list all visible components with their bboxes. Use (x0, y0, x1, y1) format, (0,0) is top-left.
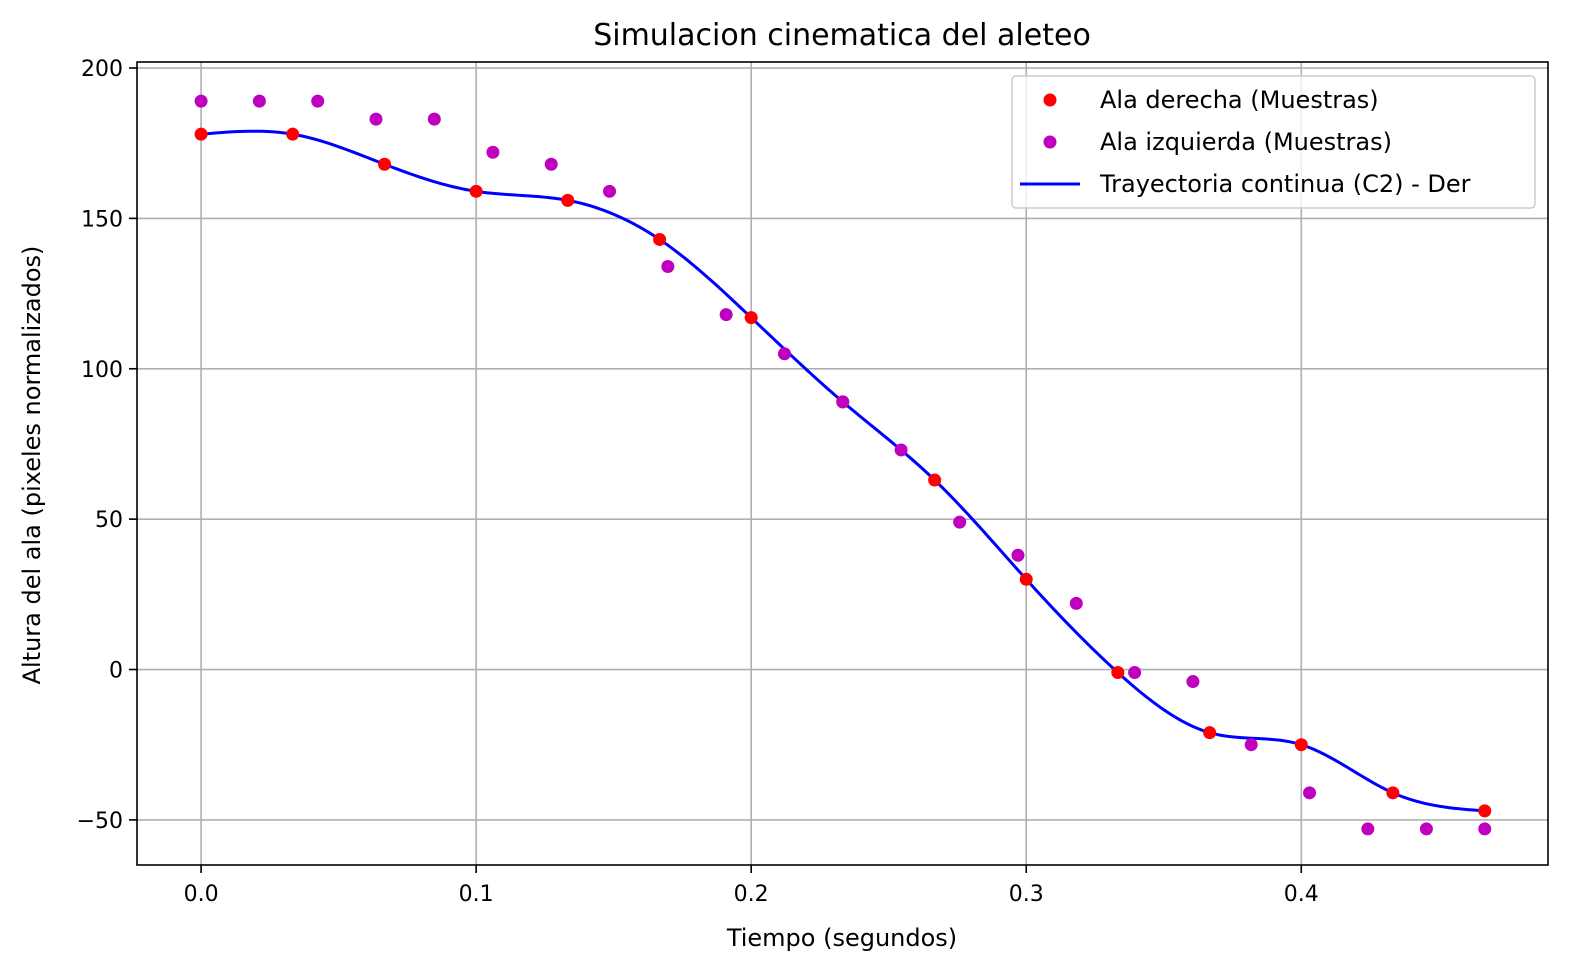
series-0-point (1386, 786, 1400, 800)
series-1-point (836, 395, 850, 409)
series-1-point (486, 145, 500, 159)
series-1-point (544, 157, 558, 171)
legend-point-marker (1043, 93, 1057, 107)
x-tick-label: 0.3 (1009, 882, 1044, 907)
legend-label: Ala izquierda (Muestras) (1100, 128, 1392, 156)
line-series (200, 129, 1485, 813)
series-1-point (894, 443, 908, 457)
series-1-point (1186, 675, 1200, 689)
x-tick-label: 0.4 (1284, 882, 1319, 907)
series-0-point (1203, 726, 1217, 740)
series-0-point (194, 127, 208, 141)
series-1-point (252, 94, 266, 108)
x-tick-label: 0.0 (184, 882, 219, 907)
series-1-point (1244, 738, 1258, 752)
legend-label: Trayectoria continua (C2) - Der (1099, 170, 1471, 198)
y-tick-label: 100 (81, 358, 123, 383)
series-0-point (1294, 738, 1308, 752)
y-tick-label: 150 (81, 207, 123, 232)
series-1-point (1011, 548, 1025, 562)
y-tick-label: −50 (77, 809, 123, 834)
series-1-point (194, 94, 208, 108)
legend: Ala derecha (Muestras) Ala izquierda (Mue… (1011, 75, 1536, 209)
legend-label: Ala derecha (Muestras) (1100, 86, 1379, 114)
chart-title: Simulacion cinematica del aleteo (593, 18, 1091, 53)
axis-ticks: 0.0 0.1 0.2 0.3 0.4 −50 0 50 100 150 200 (77, 57, 1319, 907)
series-0-point (744, 311, 758, 325)
series-0-point (1111, 666, 1125, 680)
legend-frame (1011, 75, 1536, 209)
series-1-point (1128, 666, 1142, 680)
x-axis-label: Tiempo (segundos) (726, 924, 957, 952)
series-1-point (311, 94, 325, 108)
grid (137, 62, 1548, 865)
y-tick-label: 0 (109, 659, 123, 684)
series-1-point (1361, 822, 1375, 836)
legend-point-marker (1043, 135, 1057, 149)
series-0-point (469, 184, 483, 198)
y-tick-label: 50 (95, 508, 123, 533)
series-0-point (928, 473, 942, 487)
series-1-point (1303, 786, 1317, 800)
series-0-point (1019, 572, 1033, 586)
series-1-point (1069, 596, 1083, 610)
series-0-point (561, 193, 575, 207)
series-1-point (777, 347, 791, 361)
series-1-point (603, 184, 617, 198)
series-1-point (719, 308, 733, 322)
series-line-2 (200, 129, 1485, 813)
series-1-point (1419, 822, 1433, 836)
series-1-point (661, 260, 675, 274)
series-1-point (953, 515, 967, 529)
y-axis-label: Altura del ala (pixeles normalizados) (18, 246, 46, 685)
series-0-point (378, 157, 392, 171)
series-1-point (427, 112, 441, 126)
x-tick-label: 0.2 (734, 882, 769, 907)
series-1-point (1478, 822, 1492, 836)
series-0-point (653, 232, 667, 246)
x-tick-label: 0.1 (459, 882, 494, 907)
point-series (194, 94, 1492, 836)
y-tick-label: 200 (81, 57, 123, 82)
series-0-point (1478, 804, 1492, 818)
plot-frame (136, 61, 1549, 866)
series-0-point (286, 127, 300, 141)
series-1-point (369, 112, 383, 126)
